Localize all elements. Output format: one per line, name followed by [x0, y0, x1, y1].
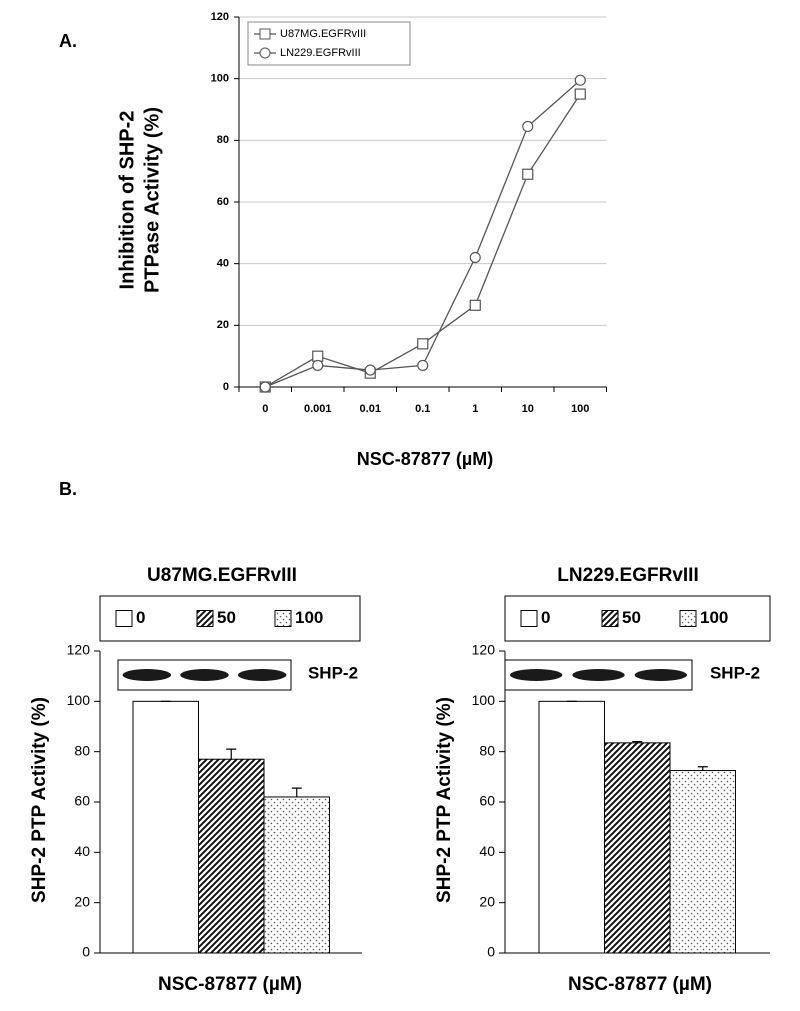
marker: [417, 338, 429, 350]
bar: [538, 700, 605, 954]
legend-marker: [259, 47, 271, 59]
annotation: SHP-2: [710, 663, 760, 682]
legend-label: U87MG.EGFRvIII: [280, 28, 366, 40]
y-tick-label: 40: [217, 258, 229, 270]
y-tick-label: 40: [479, 843, 495, 859]
legend-swatch: [274, 610, 292, 627]
y-tick-label: 80: [217, 134, 229, 146]
x-tick-label: 100: [571, 403, 589, 415]
y-tick-label: 80: [74, 742, 90, 758]
y-axis-title: Inhibition of SHP-2: [116, 111, 138, 290]
x-tick-label: 0.001: [304, 403, 332, 415]
marker: [522, 168, 534, 180]
error-bar: [291, 787, 302, 797]
legend-label: 100: [700, 608, 728, 627]
y-tick-label: 120: [211, 11, 229, 23]
y-tick-label: 100: [211, 73, 229, 85]
marker: [469, 299, 481, 311]
legend-label: 100: [295, 608, 323, 627]
chart-title: U87MG.EGFRvIII: [147, 565, 297, 586]
y-tick-label: 100: [472, 692, 496, 708]
legend-marker: [259, 28, 271, 40]
blot-band: [180, 669, 229, 681]
x-axis-title: NSC-87877 (µM): [568, 974, 712, 995]
y-tick-label: 40: [74, 843, 90, 859]
y-tick-label: 20: [217, 319, 229, 331]
x-tick-label: 0.01: [360, 403, 381, 415]
legend-label: 50: [622, 608, 641, 627]
error-bar: [226, 748, 237, 760]
bar: [669, 770, 736, 954]
legend-swatch: [115, 610, 133, 627]
annotation: SHP-2: [308, 663, 358, 682]
bar: [263, 796, 330, 954]
x-tick-label: 0.1: [415, 403, 430, 415]
marker: [312, 350, 324, 362]
marker: [469, 251, 481, 264]
y-tick-label: 120: [67, 642, 91, 658]
panel-label: A.: [59, 31, 77, 51]
x-axis-title: NSC-87877 (µM): [357, 449, 493, 469]
blot-band: [572, 669, 625, 681]
x-tick-label: 0: [262, 403, 268, 415]
legend-label: 0: [541, 608, 550, 627]
marker: [574, 88, 586, 100]
x-tick-label: 10: [522, 403, 534, 415]
marker: [364, 364, 376, 376]
y-axis-title: PTPase Activity (%): [141, 107, 163, 293]
y-tick-label: 60: [74, 793, 90, 809]
legend-label: 50: [217, 608, 236, 627]
panel-label: B.: [59, 479, 77, 499]
error-bar: [632, 741, 643, 743]
legend-swatch: [679, 610, 697, 627]
marker: [312, 359, 324, 372]
y-tick-label: 20: [74, 893, 90, 909]
y-tick-label: 120: [472, 642, 496, 658]
y-tick-label: 0: [487, 944, 495, 960]
blot-band: [122, 669, 172, 681]
legend-box: [99, 595, 361, 642]
legend-label: 0: [136, 608, 145, 627]
legend-swatch: [520, 610, 538, 627]
marker: [574, 74, 586, 86]
marker: [259, 381, 271, 393]
legend-box: [504, 595, 771, 642]
blot-band: [634, 669, 688, 681]
blot-band: [237, 669, 287, 681]
bar: [198, 758, 265, 954]
y-tick-label: 80: [479, 742, 495, 758]
legend-label: LN229.EGFRvIII: [280, 47, 361, 59]
y-axis-title: SHP-2 PTP Activity (%): [29, 697, 50, 903]
legend-swatch: [196, 610, 214, 627]
marker: [522, 120, 534, 133]
blot-band: [509, 669, 563, 681]
y-tick-label: 20: [479, 893, 495, 909]
bar: [132, 700, 199, 954]
bar: [604, 742, 671, 954]
y-tick-label: 0: [82, 944, 90, 960]
y-tick-label: 100: [67, 692, 91, 708]
legend-box: [247, 21, 411, 66]
chart-title: LN229.EGFRvIII: [557, 565, 699, 586]
error-bar: [697, 766, 708, 771]
y-tick-label: 60: [479, 793, 495, 809]
y-tick-label: 60: [217, 196, 229, 208]
x-tick-label: 1: [472, 403, 478, 415]
marker: [417, 359, 429, 372]
y-tick-label: 0: [223, 381, 229, 393]
y-axis-title: SHP-2 PTP Activity (%): [434, 697, 455, 903]
x-axis-title: NSC-87877 (µM): [158, 974, 302, 995]
legend-swatch: [601, 610, 619, 627]
